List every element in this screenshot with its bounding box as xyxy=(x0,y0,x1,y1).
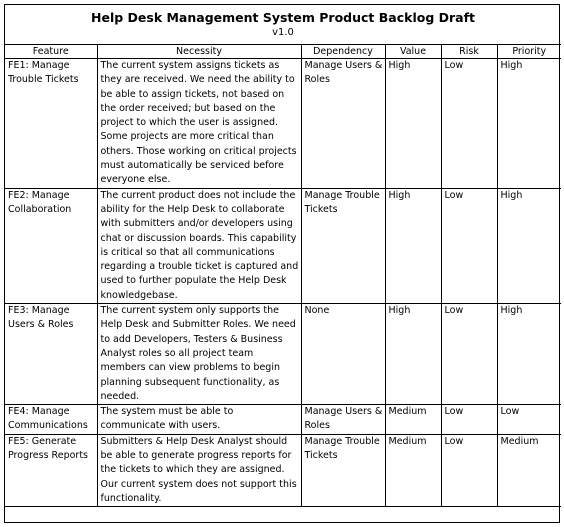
necessity-cell: Submitters & Help Desk Analyst should be… xyxy=(96,433,302,508)
table-row: FE3: Manage Users & Roles The current sy… xyxy=(5,303,562,406)
feature-cell: FE2: Manage Collaboration xyxy=(5,187,98,305)
title-row: Help Desk Management System Product Back… xyxy=(5,5,562,45)
priority-cell: High xyxy=(496,187,562,305)
risk-cell: Low xyxy=(440,303,498,406)
column-header-dependency: Dependency xyxy=(300,44,386,59)
feature-cell: FE5: Generate Progress Reports xyxy=(5,433,98,508)
priority-cell: High xyxy=(496,303,562,406)
necessity-cell: The system must be able to communicate w… xyxy=(96,404,302,435)
priority-cell: Low xyxy=(496,404,562,435)
feature-cell: FE1: Manage Trouble Tickets xyxy=(5,58,98,189)
column-header-value: Value xyxy=(384,44,442,59)
value-cell: High xyxy=(384,58,442,189)
priority-cell: Medium xyxy=(496,433,562,508)
table-row: FE1: Manage Trouble Tickets The current … xyxy=(5,58,562,189)
feature-cell: FE4: Manage Communications xyxy=(5,404,98,435)
risk-cell: Low xyxy=(440,404,498,435)
document-version: v1.0 xyxy=(272,27,294,38)
necessity-cell: The current system only supports the Hel… xyxy=(96,303,302,406)
column-header-priority: Priority xyxy=(496,44,562,59)
value-cell: Medium xyxy=(384,404,442,435)
necessity-cell: The current product does not include the… xyxy=(96,187,302,305)
risk-cell: Low xyxy=(440,433,498,508)
necessity-cell: The current system assigns tickets as th… xyxy=(96,58,302,189)
header-row: Feature Necessity Dependency Value Risk … xyxy=(5,44,562,59)
value-cell: High xyxy=(384,187,442,305)
value-cell: High xyxy=(384,303,442,406)
value-cell: Medium xyxy=(384,433,442,508)
priority-cell: High xyxy=(496,58,562,189)
dependency-cell: Manage Users & Roles xyxy=(300,404,386,435)
risk-cell: Low xyxy=(440,58,498,189)
column-header-necessity: Necessity xyxy=(96,44,302,59)
document-title: Help Desk Management System Product Back… xyxy=(91,10,476,25)
feature-cell: FE3: Manage Users & Roles xyxy=(5,303,98,406)
dependency-cell: Manage Trouble Tickets xyxy=(300,433,386,508)
table-row: FE4: Manage Communications The system mu… xyxy=(5,404,562,435)
column-header-feature: Feature xyxy=(5,44,98,59)
table-row: FE2: Manage Collaboration The current pr… xyxy=(5,187,562,305)
dependency-cell: None xyxy=(300,303,386,406)
risk-cell: Low xyxy=(440,187,498,305)
dependency-cell: Manage Users & Roles xyxy=(300,58,386,189)
backlog-document: Help Desk Management System Product Back… xyxy=(4,4,562,523)
title-cell: Help Desk Management System Product Back… xyxy=(5,5,562,45)
table-row: FE5: Generate Progress Reports Submitter… xyxy=(5,433,562,508)
column-header-risk: Risk xyxy=(440,44,498,59)
dependency-cell: Manage Trouble Tickets xyxy=(300,187,386,305)
backlog-table: Help Desk Management System Product Back… xyxy=(5,5,562,508)
